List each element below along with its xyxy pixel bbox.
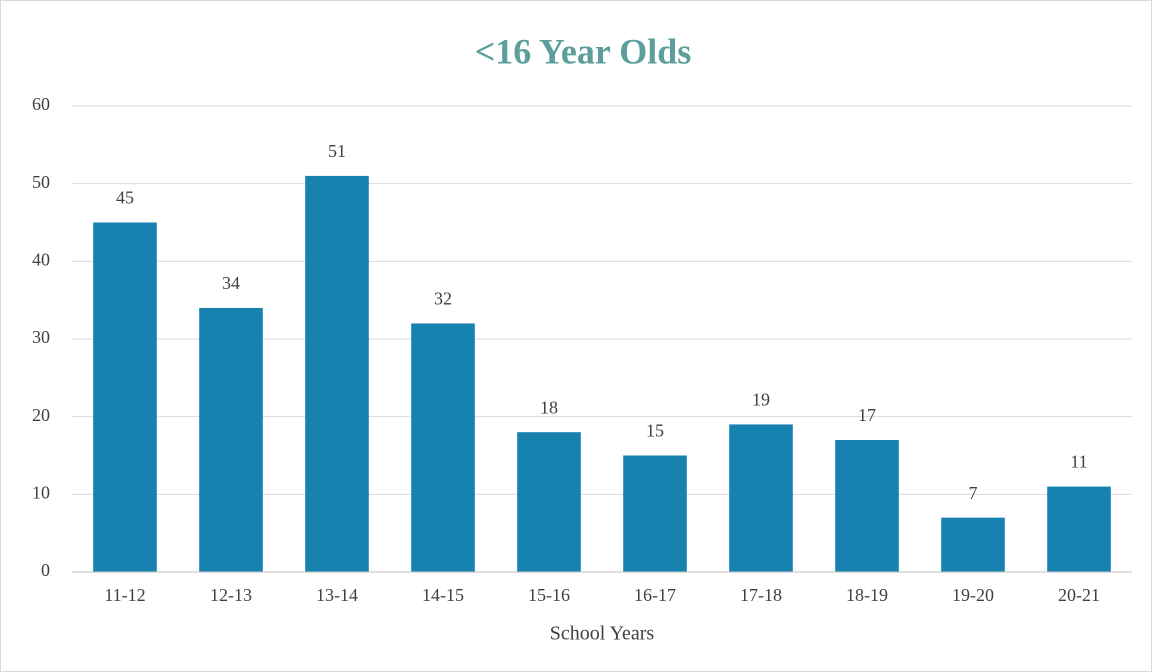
x-tick-label: 18-19 <box>846 585 888 605</box>
data-label: 17 <box>858 405 876 425</box>
chart-title: <16 Year Olds <box>475 31 692 71</box>
data-label: 51 <box>328 141 346 161</box>
x-tick-label: 13-14 <box>316 585 358 605</box>
x-tick-label: 12-13 <box>210 585 252 605</box>
x-tick-label: 20-21 <box>1058 585 1100 605</box>
y-tick-label: 60 <box>32 94 50 114</box>
data-label: 32 <box>434 289 452 309</box>
x-tick-label: 19-20 <box>952 585 994 605</box>
y-tick-label: 20 <box>32 405 50 425</box>
data-label: 18 <box>540 397 558 417</box>
x-tick-label: 16-17 <box>634 585 676 605</box>
y-tick-label: 0 <box>41 560 50 580</box>
bar <box>411 323 475 572</box>
data-label: 15 <box>646 421 664 441</box>
x-tick-label: 17-18 <box>740 585 782 605</box>
bar <box>517 432 581 572</box>
bar <box>1047 486 1111 572</box>
data-label: 45 <box>116 188 134 208</box>
bar <box>623 455 687 572</box>
data-label: 19 <box>752 390 770 410</box>
bar <box>941 517 1005 572</box>
data-label: 11 <box>1070 452 1087 472</box>
y-tick-label: 30 <box>32 327 50 347</box>
bar <box>729 424 793 572</box>
data-label: 34 <box>222 273 240 293</box>
x-axis-label: School Years <box>550 623 655 645</box>
bar <box>835 439 899 572</box>
bar <box>305 175 369 572</box>
x-tick-label: 14-15 <box>422 585 464 605</box>
data-label: 7 <box>969 483 978 503</box>
y-tick-label: 40 <box>32 249 50 269</box>
y-tick-label: 50 <box>32 172 50 192</box>
x-tick-label: 15-16 <box>528 585 570 605</box>
y-tick-label: 10 <box>32 482 50 502</box>
bar <box>199 307 263 572</box>
x-tick-label: 11-12 <box>104 585 145 605</box>
bar <box>93 222 157 572</box>
